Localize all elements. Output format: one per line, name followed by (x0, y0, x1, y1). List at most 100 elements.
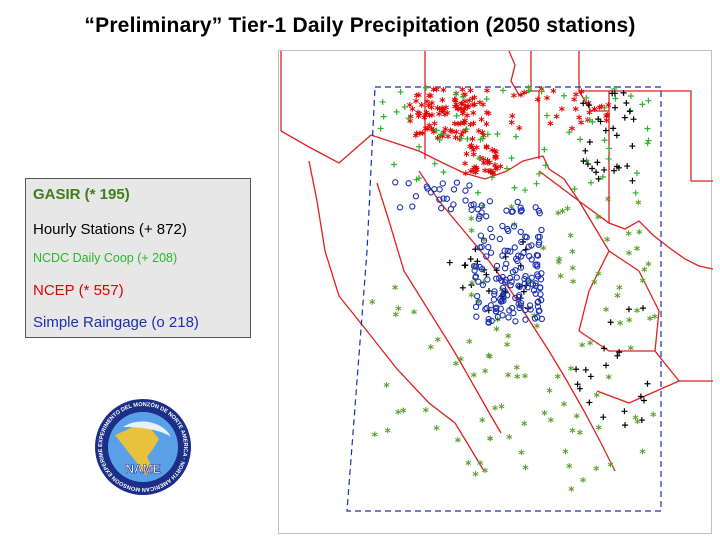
gasir-station-marker: * (569, 247, 576, 261)
raingage-station-marker (520, 249, 527, 256)
ncep-station-marker: * (441, 106, 448, 120)
ncdc-station-marker (431, 160, 438, 167)
ncep-station-marker: * (455, 119, 462, 133)
ncep-station-marker: * (471, 99, 478, 113)
ncep-station-marker: * (480, 131, 487, 145)
gasir-station-marker: * (562, 446, 569, 460)
gasir-station-marker: * (411, 307, 418, 321)
ncdc-station-marker (423, 84, 430, 91)
gasir-station-marker: * (607, 460, 614, 474)
raingage-station-marker (501, 265, 509, 272)
ncep-station-marker: * (452, 119, 459, 133)
gasir-station-marker: * (433, 423, 440, 437)
gasir-station-marker: * (595, 269, 602, 283)
ncep-station-marker: * (476, 126, 483, 140)
gasir-station-marker: * (569, 426, 576, 440)
ncep-station-marker: * (417, 128, 424, 142)
gasir-station-marker: * (632, 413, 639, 427)
ncep-station-marker: * (461, 118, 468, 132)
gasir-station-marker: * (568, 484, 575, 498)
ncdc-station-marker (644, 125, 651, 132)
ncdc-station-marker (511, 184, 518, 191)
state-line-6 (538, 170, 640, 272)
hourly-station-marker (638, 417, 645, 424)
gasir-station-marker: * (469, 225, 476, 239)
ncep-station-marker: * (497, 161, 504, 175)
ncep-station-marker: * (470, 166, 477, 180)
raingage-station-marker (473, 313, 480, 320)
raingage-station-marker (521, 275, 528, 283)
ncep-station-marker: * (460, 127, 467, 141)
ncdc-station-marker (463, 126, 470, 133)
ncep-station-marker: * (481, 158, 488, 172)
ncep-station-marker: * (585, 115, 592, 129)
raingage-station-marker (532, 204, 539, 211)
gasir-station-marker: * (466, 336, 473, 350)
hourly-station-marker (601, 345, 608, 352)
ncdc-station-marker (379, 98, 386, 105)
ncep-station-marker: * (478, 114, 485, 128)
raingage-station-marker (443, 195, 451, 202)
ncep-station-marker: * (453, 127, 460, 141)
hourly-station-marker (624, 163, 631, 170)
gasir-station-marker: * (465, 458, 472, 472)
ncep-station-marker: * (477, 98, 484, 112)
gasir-station-marker: * (458, 354, 465, 368)
raingage-station-marker (499, 222, 506, 230)
gasir-station-marker: * (506, 432, 513, 446)
ncep-station-marker: * (484, 156, 491, 170)
ncep-station-marker: * (413, 128, 420, 142)
raingage-station-marker (525, 277, 532, 284)
hourly-station-marker (609, 90, 616, 97)
raingage-station-marker (511, 244, 518, 251)
gasir-station-marker: * (505, 370, 512, 384)
hourly-station-marker (585, 102, 592, 109)
ncep-station-marker: * (596, 103, 603, 117)
ncep-station-marker: * (442, 110, 449, 124)
ncdc-station-marker (599, 173, 606, 180)
domain-boundary (346, 86, 662, 512)
hourly-station-marker (502, 253, 509, 260)
raingage-station-marker (512, 294, 519, 302)
raingage-station-marker (475, 278, 482, 285)
raingage-station-marker (479, 281, 487, 289)
gasir-station-marker: * (455, 435, 462, 449)
gasir-station-marker: * (603, 304, 610, 318)
raingage-station-marker (476, 244, 484, 251)
raingage-station-marker (436, 196, 443, 203)
raingage-station-marker (508, 208, 515, 216)
ncep-station-marker: * (493, 147, 500, 161)
state-line-2 (530, 51, 540, 159)
ncep-station-marker: * (428, 124, 435, 138)
gasir-station-marker: * (625, 228, 632, 242)
legend-hourly-stations: Hourly Stations (+ 872) (33, 221, 187, 238)
hourly-station-marker (639, 305, 646, 312)
raingage-station-marker (517, 228, 524, 236)
raingage-station-marker (471, 267, 478, 274)
ncdc-station-marker (453, 91, 460, 98)
ncdc-station-marker (571, 186, 578, 193)
ncep-station-marker: * (485, 109, 492, 123)
gasir-station-marker: * (587, 338, 594, 352)
raingage-station-marker (535, 298, 542, 305)
gasir-station-marker: * (475, 297, 482, 311)
raingage-station-marker (474, 292, 481, 300)
ncdc-station-marker (457, 135, 464, 142)
gasir-station-marker: * (591, 277, 598, 291)
ncep-station-marker: * (550, 86, 557, 100)
raingage-station-marker (470, 201, 477, 208)
hourly-station-marker (601, 166, 608, 173)
gasir-station-marker: * (504, 339, 511, 353)
raingage-station-marker (518, 238, 525, 246)
ncdc-station-marker (536, 170, 543, 177)
ncdc-station-marker (405, 115, 412, 122)
ncdc-station-marker (476, 155, 483, 162)
ncep-station-marker: * (439, 95, 446, 109)
gasir-station-marker: * (372, 430, 379, 444)
ncep-station-marker: * (423, 108, 430, 122)
ncep-station-marker: * (458, 130, 465, 144)
ncep-station-marker: * (425, 124, 432, 138)
gasir-station-marker: * (395, 407, 402, 421)
ncdc-station-marker (639, 101, 646, 108)
raingage-station-marker (534, 273, 542, 280)
